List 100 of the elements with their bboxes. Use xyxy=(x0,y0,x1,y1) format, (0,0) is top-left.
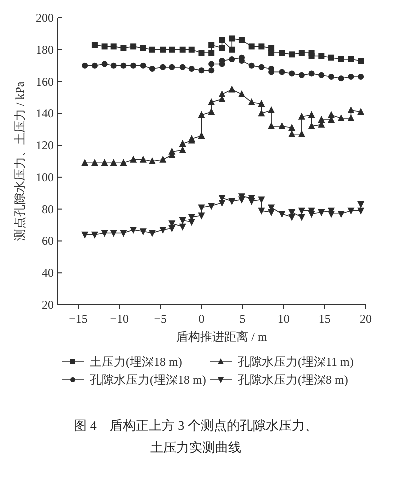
point xyxy=(120,230,128,238)
point xyxy=(268,122,276,130)
point xyxy=(338,76,344,82)
point xyxy=(258,110,266,117)
point xyxy=(179,140,186,147)
point xyxy=(298,72,305,78)
point xyxy=(318,72,325,78)
point xyxy=(198,50,205,56)
point xyxy=(328,74,335,80)
point xyxy=(208,108,216,116)
point xyxy=(258,196,266,204)
point xyxy=(348,114,355,122)
point xyxy=(180,46,186,53)
point xyxy=(149,66,156,72)
point xyxy=(198,111,206,118)
point xyxy=(91,159,98,166)
point xyxy=(318,53,325,60)
point xyxy=(198,68,205,74)
y-tick-label: 180 xyxy=(36,42,54,57)
point xyxy=(179,224,186,231)
point xyxy=(308,70,315,77)
point xyxy=(218,90,226,98)
point xyxy=(169,46,176,53)
point xyxy=(208,50,215,56)
point xyxy=(348,208,355,215)
x-tick-label: 20 xyxy=(360,312,372,326)
point xyxy=(238,37,245,44)
point xyxy=(198,212,206,220)
point xyxy=(248,98,256,106)
y-tick-label: 140 xyxy=(36,106,54,121)
point xyxy=(298,214,306,222)
point xyxy=(160,46,166,53)
point xyxy=(278,211,286,218)
y-tick-label: 40 xyxy=(42,266,54,280)
point xyxy=(169,64,176,70)
point xyxy=(110,62,117,69)
point xyxy=(278,122,286,130)
point xyxy=(82,232,89,239)
point xyxy=(358,202,365,209)
y-tick-label: 80 xyxy=(42,202,54,216)
point xyxy=(238,90,246,98)
y-tick-label: 20 xyxy=(42,298,54,312)
point xyxy=(308,53,315,60)
point xyxy=(160,64,166,70)
point xyxy=(228,86,236,93)
x-tick-label: −15 xyxy=(69,312,88,326)
point xyxy=(298,208,306,215)
point xyxy=(338,211,345,218)
point xyxy=(348,74,354,80)
point xyxy=(102,61,108,68)
legend-label: 孔隙水压力(埋深18 m) xyxy=(90,373,206,387)
point xyxy=(289,70,296,77)
point xyxy=(130,62,137,69)
point xyxy=(140,156,147,163)
point xyxy=(348,56,354,62)
point xyxy=(288,124,296,132)
point xyxy=(91,232,98,239)
point xyxy=(328,111,336,118)
point xyxy=(149,46,156,53)
point xyxy=(279,69,286,76)
point xyxy=(198,204,206,212)
x-tick-label: 5 xyxy=(240,312,246,326)
y-tick-label: 120 xyxy=(36,138,54,153)
legend-label: 土压力(埋深18 m) xyxy=(90,355,182,369)
point xyxy=(358,74,364,80)
point xyxy=(168,148,176,155)
legend-label: 孔隙水压力(埋深8 m) xyxy=(238,373,348,387)
x-tick-label: 10 xyxy=(278,312,290,326)
point xyxy=(208,61,215,68)
point xyxy=(120,159,128,166)
y-tick-label: 160 xyxy=(36,74,54,89)
point xyxy=(208,203,216,210)
point xyxy=(318,210,326,217)
point xyxy=(229,56,236,62)
point xyxy=(179,146,186,154)
point xyxy=(308,122,316,130)
point xyxy=(188,66,195,72)
point xyxy=(358,208,365,215)
point xyxy=(219,45,226,52)
point xyxy=(179,217,186,224)
point xyxy=(140,62,146,69)
point xyxy=(120,45,127,52)
point xyxy=(219,37,226,44)
point xyxy=(180,64,186,70)
point xyxy=(148,158,156,164)
point xyxy=(308,211,316,218)
x-tick-label: 15 xyxy=(318,312,331,326)
point xyxy=(130,44,137,50)
point xyxy=(110,159,118,166)
point xyxy=(248,62,255,69)
point xyxy=(120,62,127,69)
point xyxy=(348,106,355,114)
point xyxy=(298,50,305,56)
point xyxy=(328,54,335,61)
point xyxy=(148,230,156,238)
y-tick-label: 100 xyxy=(36,170,54,184)
point xyxy=(258,100,266,108)
point xyxy=(288,130,296,138)
point xyxy=(268,50,275,56)
point xyxy=(198,132,206,139)
